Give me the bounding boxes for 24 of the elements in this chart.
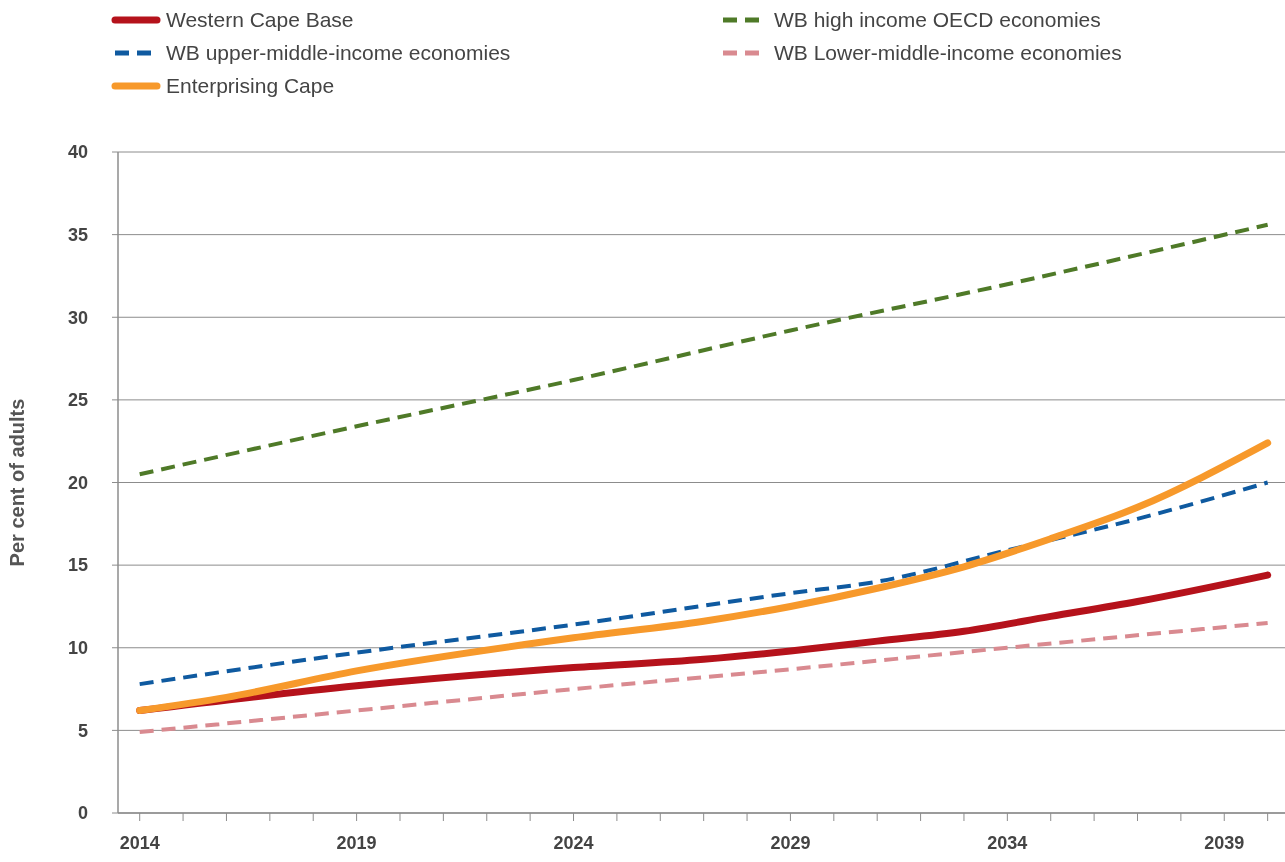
x-tick-label: 2039 xyxy=(1204,833,1245,853)
y-tick-label: 5 xyxy=(77,720,88,741)
line-series xyxy=(137,480,1270,687)
y-tick-label: 25 xyxy=(67,390,88,411)
legend-label: Enterprising Cape xyxy=(166,74,335,98)
x-tick-label: 2014 xyxy=(119,833,160,853)
legend-label: WB upper-middle-income economies xyxy=(166,41,511,65)
legend-label: WB Lower-middle-income economies xyxy=(774,41,1122,65)
y-tick-label: 15 xyxy=(67,555,88,576)
y-tick-label: 40 xyxy=(67,142,88,163)
y-tick-label: 10 xyxy=(67,638,88,659)
y-tick-label: 30 xyxy=(67,307,88,328)
legend-label: WB high income OECD economies xyxy=(774,8,1101,32)
y-tick-label: 0 xyxy=(77,803,88,824)
x-tick-label: 2024 xyxy=(553,833,594,853)
line-series xyxy=(137,222,1270,477)
x-tick-label: 2019 xyxy=(336,833,377,853)
x-tick-label: 2034 xyxy=(987,833,1028,853)
y-tick-label: 20 xyxy=(67,472,88,493)
line-series xyxy=(137,620,1270,735)
y-axis-title: Per cent of adults xyxy=(6,398,28,567)
x-tick-label: 2029 xyxy=(770,833,811,853)
legend-label: Western Cape Base xyxy=(166,8,354,32)
y-tick-label: 35 xyxy=(67,224,88,245)
